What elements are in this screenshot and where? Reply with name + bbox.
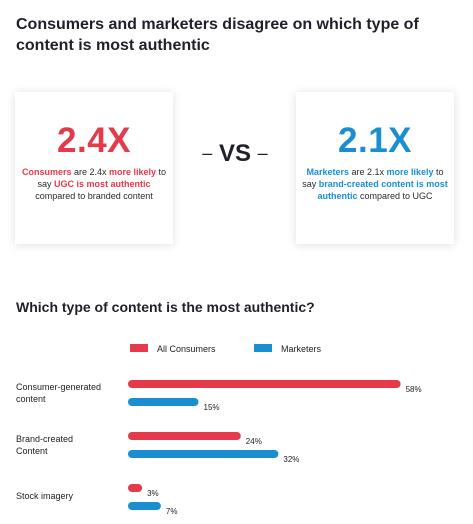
stat-text-part: Marketers — [306, 167, 349, 177]
marketers-stat-card: 2.1X Marketers are 2.1x more likely to s… — [296, 92, 454, 244]
stat-text-part: compared to branded content — [35, 191, 153, 201]
versus-text: VS — [218, 140, 251, 167]
consumers-stat-text: Consumers are 2.4x more likely to say UG… — [21, 166, 167, 202]
category-label-0: content — [16, 394, 46, 404]
category-label-1: Content — [16, 446, 48, 456]
bar-1-0 — [128, 432, 241, 440]
stat-text-part: compared to UGC — [357, 191, 433, 201]
legend-swatch-1 — [254, 344, 272, 352]
stat-text-part: to say — [37, 167, 167, 189]
bar-value-label-2-0: 3% — [147, 489, 159, 498]
consumers-stat-value: 2.4X — [57, 121, 131, 160]
bar-0-1 — [128, 398, 199, 406]
stat-text-part: more likely — [386, 167, 434, 177]
bar-0-0 — [128, 380, 401, 388]
stat-text-part: are 2.4x — [71, 167, 109, 177]
legend-label-1: Marketers — [281, 344, 322, 354]
stat-text-part: UGC is most authentic — [54, 179, 151, 189]
stat-text-part: brand-created content is most authentic — [317, 179, 448, 201]
consumers-stat-card: 2.4X Consumers are 2.4x more likely to s… — [15, 92, 173, 244]
authenticity-bar-chart: All Consumers Marketers Consumer-generated… — [16, 344, 422, 516]
bar-value-label-0-0: 58% — [406, 385, 422, 394]
bar-value-label-1-0: 24% — [246, 437, 262, 446]
headline: Consumers and marketers disagree on whic… — [16, 16, 419, 54]
bar-1-1 — [128, 450, 279, 458]
bar-value-label-0-1: 15% — [204, 403, 220, 412]
stat-text-part: Consumers — [21, 167, 72, 177]
versus-dash-left: – — [202, 143, 213, 163]
chart-title: Which type of content is the most authen… — [16, 299, 315, 315]
category-label-2: Stock imagery — [16, 491, 74, 501]
bar-value-label-2-1: 7% — [166, 507, 178, 516]
versus-label: – VS – — [188, 140, 282, 169]
versus-dash-right: – — [257, 143, 268, 163]
stat-text-part: to say — [302, 167, 444, 189]
bar-value-label-1-1: 32% — [283, 455, 299, 464]
stat-text-part: are 2.1x — [348, 167, 387, 177]
category-label-1: Brand-created — [16, 434, 73, 444]
marketers-stat-value: 2.1X — [338, 121, 412, 160]
marketers-stat-text: Marketers are 2.1x more likely to say br… — [302, 166, 448, 202]
legend-label-0: All Consumers — [157, 344, 216, 354]
bar-2-1 — [128, 502, 161, 510]
bar-2-0 — [128, 484, 143, 492]
category-label-0: Consumer-generated — [16, 382, 101, 392]
legend-swatch-0 — [130, 344, 148, 352]
stat-text-part: more likely — [109, 167, 157, 177]
